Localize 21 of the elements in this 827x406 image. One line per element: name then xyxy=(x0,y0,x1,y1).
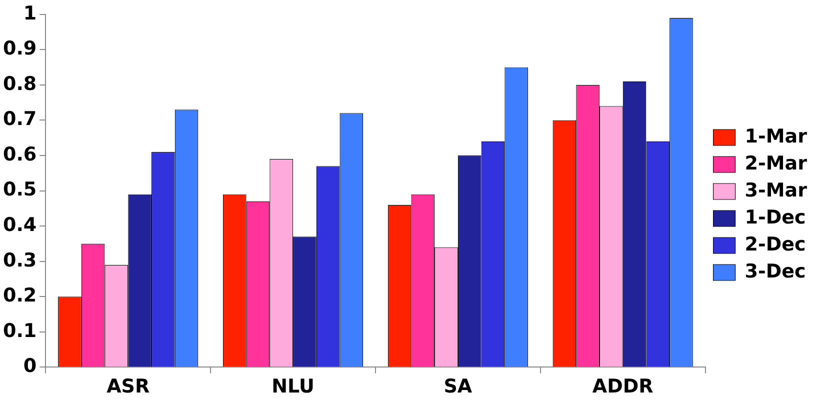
x-tick-label: ASR xyxy=(106,376,150,398)
legend-label: 2-Mar xyxy=(744,152,808,174)
y-tick-label: 0.4 xyxy=(2,214,37,236)
y-tick-label: 0.7 xyxy=(2,108,37,130)
y-tick-label: 0.9 xyxy=(2,38,37,60)
legend-label: 3-Mar xyxy=(744,179,808,202)
y-tick-label: 0 xyxy=(23,355,37,378)
x-tick-label: SA xyxy=(444,376,472,398)
y-tick-label: 0.8 xyxy=(2,72,37,95)
legend-label: 1-Dec xyxy=(744,206,806,228)
legend-label: 1-Mar xyxy=(744,125,808,148)
x-tick-label: NLU xyxy=(272,376,314,398)
legend-label: 3-Dec xyxy=(744,260,806,282)
y-tick-label: 0.1 xyxy=(2,320,37,342)
y-tick-label: 0.2 xyxy=(2,284,37,307)
y-tick-label: 0.3 xyxy=(2,249,37,272)
legend-label: 2-Dec xyxy=(744,233,806,256)
x-tick-label: ADDR xyxy=(592,376,654,398)
y-tick-label: 1 xyxy=(23,2,37,24)
y-tick-label: 0.6 xyxy=(2,143,37,166)
y-tick-label: 0.5 xyxy=(2,178,37,201)
